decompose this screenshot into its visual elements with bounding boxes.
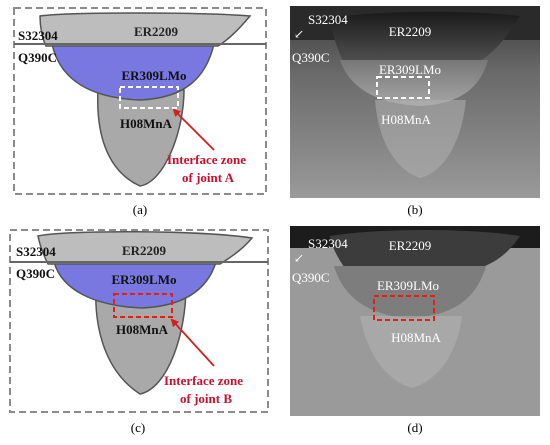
caption-d: (d)	[407, 420, 422, 435]
annotation-line-2: of joint A	[182, 170, 235, 185]
label-base-bottom: Q390C	[292, 270, 330, 285]
interface-marker	[119, 86, 179, 109]
interface-marker	[113, 293, 173, 318]
caption-c: (c)	[131, 420, 145, 435]
annotation-line-1: Interface zone	[167, 152, 246, 167]
cap-zone	[39, 12, 252, 47]
weld-root-photo	[375, 100, 466, 178]
label-base-top: S32304	[308, 236, 348, 251]
label-cap: ER2209	[122, 243, 167, 258]
panel-c: ER2209 S32304 Q390C ER309LMo H08MnA Inte…	[9, 229, 269, 435]
weld-cap-photo	[330, 230, 520, 270]
middle-zone	[53, 261, 218, 309]
arrow-glyph: ↙	[294, 27, 304, 41]
label-middle: ER309LMo	[112, 272, 177, 287]
interface-marker	[376, 76, 430, 99]
label-root: H08MnA	[116, 322, 169, 337]
label-middle: ER309LMo	[122, 68, 187, 83]
cap-zone	[37, 230, 254, 265]
label-base-bottom: Q390C	[18, 50, 57, 65]
caption-b: (b)	[407, 202, 422, 217]
label-base-bottom: Q390C	[292, 50, 330, 65]
caption-a: (a)	[133, 202, 147, 217]
weld-middle-photo	[334, 266, 486, 318]
panel-a: ER2209 S32304 Q390C ER309LMo H08MnA Inte…	[13, 7, 267, 217]
annotation-line-2: of joint B	[180, 391, 232, 406]
label-root: H08MnA	[391, 330, 441, 345]
weld-cap-photo	[330, 11, 520, 67]
panel-d: S32304 ↙ ER2209 Q390C ER309LMo H08MnA (d…	[290, 226, 540, 435]
label-root: H08MnA	[381, 112, 431, 127]
annotation-arrow	[170, 318, 215, 367]
label-cap: ER2209	[134, 24, 179, 39]
middle-zone	[51, 43, 215, 101]
root-zone	[95, 285, 187, 395]
weld-root-photo	[360, 316, 462, 388]
label-base-top: S32304	[308, 12, 348, 27]
label-cap: ER2209	[389, 24, 432, 39]
label-middle: ER309LMo	[377, 278, 439, 293]
root-zone	[96, 89, 185, 187]
interface-marker	[373, 295, 435, 321]
label-base-top: S32304	[16, 244, 56, 259]
label-base-top: S32304	[18, 28, 58, 43]
label-base-bottom: Q390C	[16, 266, 55, 281]
label-middle: ER309LMo	[379, 62, 441, 77]
label-root: H08MnA	[120, 116, 173, 131]
arrow-glyph: ↙	[294, 251, 304, 265]
annotation-arrow	[172, 108, 215, 151]
panel-a-frame	[13, 7, 267, 195]
label-cap: ER2209	[389, 238, 432, 253]
panel-b: S32304 ↙ ER2209 Q390C ER309LMo H08MnA (b…	[290, 6, 540, 217]
annotation-line-1: Interface zone	[164, 373, 243, 388]
